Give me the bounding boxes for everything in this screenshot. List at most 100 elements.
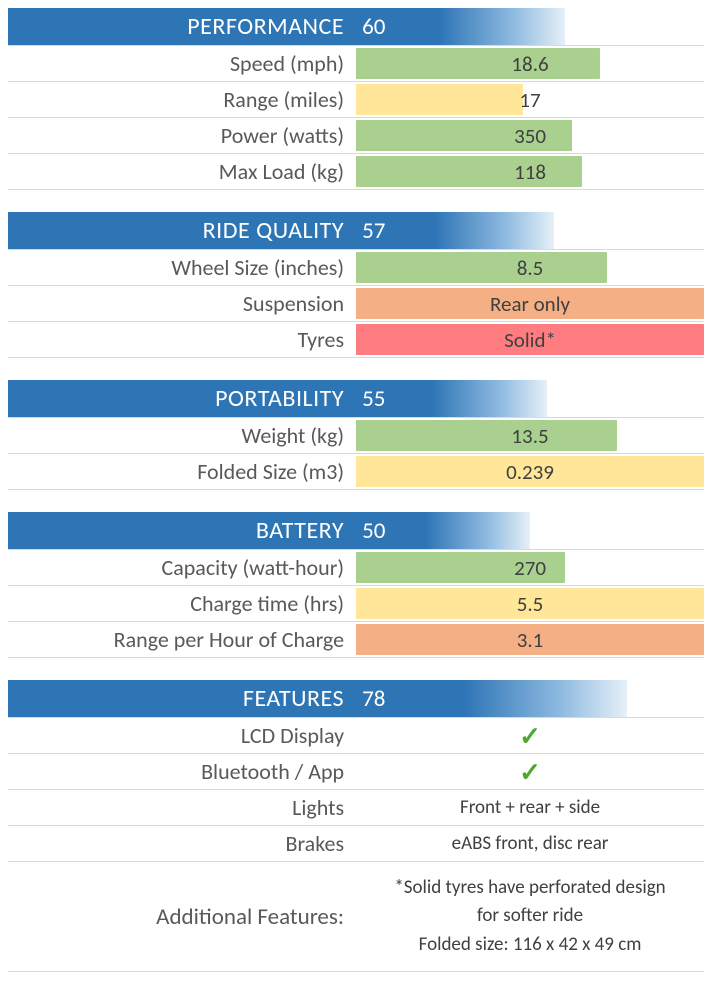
score-bar [356,212,554,249]
spec-value: 118 [514,159,546,185]
spec-value-cell: 3.1 [356,622,704,657]
feature-row: Lights Front + rear + side [8,790,704,826]
spec-label: Suspension [8,286,356,321]
feature-value-cell: ✓ [356,754,704,789]
score-value: 57 [356,217,385,245]
features-section: FEATURES78LCD Display✓Bluetooth / App✓Li… [8,680,704,972]
value-bar [356,156,582,187]
section-title: PORTABILITY [8,380,356,417]
spec-value-cell: 18.6 [356,46,704,81]
spec-section: RIDE QUALITY57Wheel Size (inches) 8.5 Susp… [8,212,704,358]
feature-value-cell: ✓ [356,718,704,753]
spec-row: Tyres Solid* [8,322,704,358]
feature-label: Lights [8,790,356,825]
score-value: 55 [356,385,385,413]
spec-value: 17 [519,87,540,113]
section-score-cell: 50 [356,512,704,549]
spec-value: 3.1 [517,627,544,653]
score-value: 78 [356,685,385,713]
spec-value-cell: 0.239 [356,454,704,489]
section-header: FEATURES78 [8,680,704,718]
value-bar [356,84,523,115]
value-bar [356,48,600,79]
spec-row: Speed (mph) 18.6 [8,46,704,82]
spec-value: 5.5 [517,591,544,617]
spec-label: Capacity (watt-hour) [8,550,356,585]
feature-row: Bluetooth / App ✓ [8,754,704,790]
value-bar [356,252,607,283]
feature-label: Brakes [8,826,356,861]
spec-value-cell: 350 [356,118,704,153]
section-score-cell: 55 [356,380,704,417]
check-icon: ✓ [519,756,541,788]
feature-value-cell: Front + rear + side [356,790,704,825]
feature-value: eABS front, disc rear [452,832,609,855]
spec-value-cell: Solid* [356,322,704,357]
section-title: PERFORMANCE [8,8,356,45]
spec-value-cell: 17 [356,82,704,117]
spec-row: Range per Hour of Charge 3.1 [8,622,704,658]
spec-label: Max Load (kg) [8,154,356,189]
spec-label: Range (miles) [8,82,356,117]
spec-value-cell: 5.5 [356,586,704,621]
spec-label: Weight (kg) [8,418,356,453]
score-bar [356,8,565,45]
feature-row: Brakes eABS front, disc rear [8,826,704,862]
additional-features-row: Additional Features:*Solid tyres have pe… [8,862,704,972]
section-header: BATTERY50 [8,512,704,550]
feature-label: LCD Display [8,718,356,753]
spec-row: Wheel Size (inches) 8.5 [8,250,704,286]
section-header: PERFORMANCE60 [8,8,704,46]
spec-label: Range per Hour of Charge [8,622,356,657]
additional-features-value: *Solid tyres have perforated designfor s… [356,862,704,971]
spec-value-cell: Rear only [356,286,704,321]
feature-value-cell: eABS front, disc rear [356,826,704,861]
spec-row: Suspension Rear only [8,286,704,322]
spec-row: Power (watts) 350 [8,118,704,154]
value-bar [356,420,617,451]
feature-value: Front + rear + side [460,796,600,819]
spec-section: BATTERY50Capacity (watt-hour) 270 Charge t… [8,512,704,658]
spec-row: Capacity (watt-hour) 270 [8,550,704,586]
section-title: BATTERY [8,512,356,549]
spec-row: Charge time (hrs) 5.5 [8,586,704,622]
spec-row: Range (miles) 17 [8,82,704,118]
section-header: RIDE QUALITY57 [8,212,704,250]
additional-line: Folded size: 116 x 42 x 49 cm [419,931,642,960]
additional-line: for softer ride [477,902,583,931]
spec-label: Power (watts) [8,118,356,153]
score-value: 60 [356,13,385,41]
spec-value: 270 [514,555,546,581]
spec-label: Tyres [8,322,356,357]
section-score-cell: 78 [356,680,704,717]
spec-value-cell: 13.5 [356,418,704,453]
spec-label: Folded Size (m3) [8,454,356,489]
spec-value: 350 [514,123,546,149]
spec-value: Rear only [490,291,570,317]
section-score-cell: 57 [356,212,704,249]
spec-label: Speed (mph) [8,46,356,81]
section-score-cell: 60 [356,8,704,45]
spec-value: Solid* [504,327,556,353]
spec-section: PERFORMANCE60Speed (mph) 18.6 Range (miles… [8,8,704,190]
spec-label: Wheel Size (inches) [8,250,356,285]
spec-label: Charge time (hrs) [8,586,356,621]
spec-row: Folded Size (m3) 0.239 [8,454,704,490]
spec-value: 8.5 [517,255,544,281]
section-title: FEATURES [8,680,356,717]
additional-line: *Solid tyres have perforated design [394,874,665,903]
spec-value: 0.239 [506,459,554,485]
feature-row: LCD Display ✓ [8,718,704,754]
section-header: PORTABILITY55 [8,380,704,418]
spec-value: 13.5 [511,423,548,449]
spec-row: Weight (kg) 13.5 [8,418,704,454]
section-title: RIDE QUALITY [8,212,356,249]
score-value: 50 [356,517,385,545]
additional-features-label: Additional Features: [8,862,356,971]
feature-label: Bluetooth / App [8,754,356,789]
spec-value-cell: 8.5 [356,250,704,285]
score-bar [356,680,627,717]
spec-value-cell: 270 [356,550,704,585]
check-icon: ✓ [519,720,541,752]
spec-value: 18.6 [511,51,548,77]
